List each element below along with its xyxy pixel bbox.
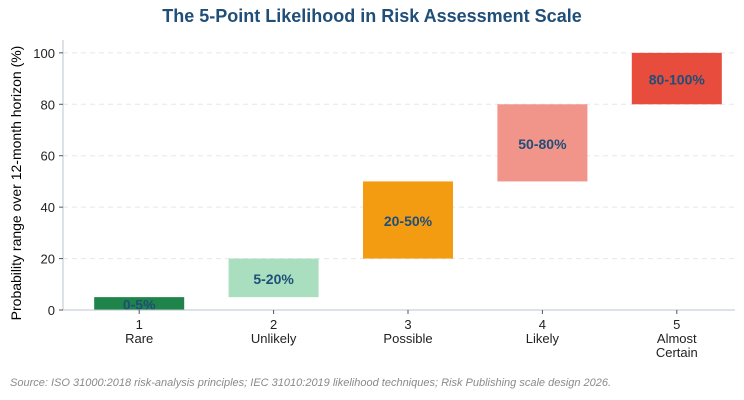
x-tick-label: Possible (383, 331, 432, 346)
range-bar (631, 52, 722, 105)
x-tick-label: Almost (657, 331, 697, 346)
y-axis-label: Probability range over 12-month horizon … (8, 46, 24, 321)
x-tick-label: Unlikely (251, 331, 297, 346)
range-bar (228, 258, 319, 298)
x-tick-label: 1 (136, 317, 143, 332)
x-tick-label: 2 (270, 317, 277, 332)
y-tick-label: 0 (48, 303, 55, 318)
bar-data-label: 5-20% (253, 271, 294, 287)
x-tick-label: Rare (125, 331, 153, 346)
y-tick-label: 80 (41, 97, 55, 112)
x-tick-label: 3 (404, 317, 411, 332)
range-bar (497, 104, 588, 182)
range-bars: 0-5% 5-20% 20-50% 50-80% 80-100% (94, 52, 722, 313)
x-tick-label: 4 (539, 317, 546, 332)
source-note: Source: ISO 31000:2018 risk-analysis pri… (10, 377, 612, 389)
y-tick-label: 20 (41, 252, 55, 267)
chart-title: The 5-Point Likelihood in Risk Assessmen… (162, 6, 582, 26)
range-bar (94, 297, 185, 310)
range-bar (363, 181, 453, 259)
y-tick-label: 40 (41, 200, 55, 215)
bar-data-label: 20-50% (384, 213, 433, 229)
y-tick-label: 100 (33, 46, 55, 61)
bar-data-label: 0-5% (123, 297, 156, 313)
x-tick-label: Certain (656, 345, 698, 360)
y-ticks: 0 20 40 60 80 100 (33, 46, 63, 318)
axes (62, 40, 735, 311)
x-tick-label: Likely (526, 331, 560, 346)
y-tick-label: 60 (41, 149, 55, 164)
bar-data-label: 50-80% (518, 136, 567, 152)
x-tick-label: 5 (673, 317, 680, 332)
bar-data-label: 80-100% (649, 72, 706, 88)
